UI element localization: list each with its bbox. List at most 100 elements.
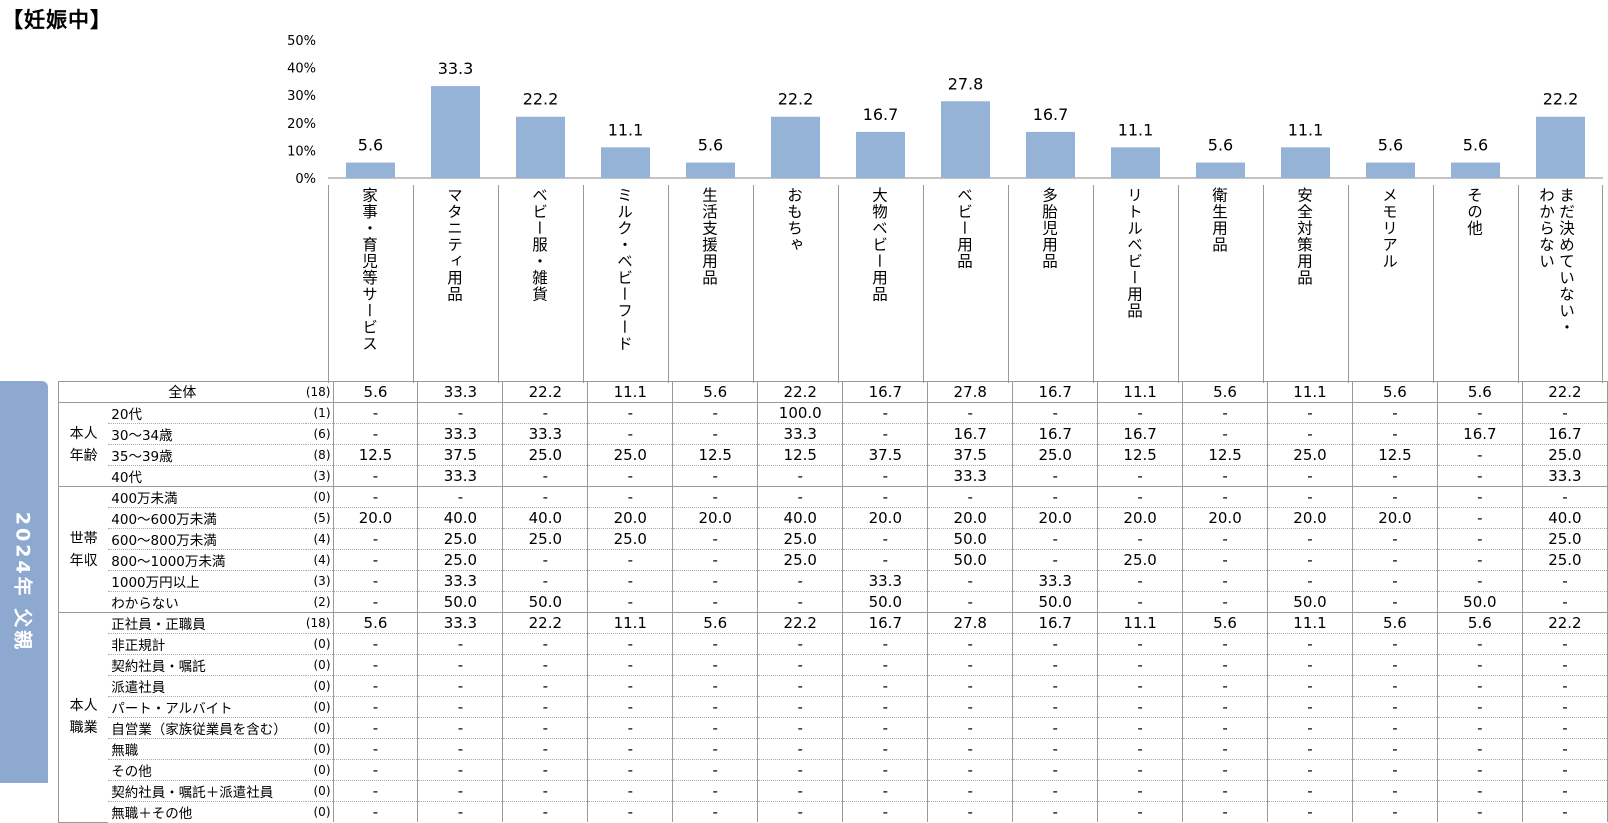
table-cell: 37.5: [927, 444, 1013, 466]
table-cell: -: [332, 591, 418, 613]
table-cell: -: [417, 717, 503, 739]
table-cell: -: [332, 549, 418, 571]
table-cell: -: [1097, 717, 1183, 739]
table-cell: -: [502, 465, 588, 487]
table-cell: 12.5: [332, 444, 418, 466]
table-cell: -: [587, 465, 673, 487]
table-cell: 33.3: [1521, 465, 1608, 487]
table-row: わからない (2) -50.0 50.0- - -50.0-50.0- -50.0-50.0…: [59, 591, 1608, 613]
table-cell: -: [842, 654, 928, 676]
bar: [686, 162, 735, 178]
table-cell: -: [502, 570, 588, 592]
table-cell: -: [502, 549, 588, 571]
table-cell: -: [417, 801, 503, 822]
side-label: 2024年 父親: [0, 381, 48, 783]
table-cell: -: [1097, 780, 1183, 802]
table-cell: -: [1351, 759, 1438, 781]
table-cell: 25.0: [587, 528, 673, 550]
table-cell: 25.0: [1521, 528, 1608, 550]
table-cell: -: [332, 633, 418, 655]
table-cell: -: [587, 801, 673, 822]
category-label-text: 大物ベビー用品: [870, 187, 888, 303]
category-label: リトルベビー用品: [1093, 185, 1178, 383]
table-cell: -: [1012, 801, 1098, 822]
table-cell: -: [927, 675, 1013, 697]
table-row: 派遣社員 (0) - - - - - - - - - - - - - - -: [59, 675, 1608, 697]
table-cell: -: [1351, 465, 1438, 487]
table-cell: -: [1267, 696, 1353, 718]
category-label: ベビー服・雑貨: [498, 185, 583, 383]
table-cell: 33.3: [417, 612, 503, 634]
table-cell: -: [1351, 780, 1438, 802]
bar-value-label: 16.7: [1033, 105, 1069, 124]
row-count: (3): [305, 465, 333, 487]
table-cell: -: [1012, 465, 1098, 487]
table-cell: -: [1521, 759, 1608, 781]
table-cell: -: [672, 780, 758, 802]
table-cell: 50.0: [417, 591, 503, 613]
page-title: 【妊娠中】: [2, 8, 112, 32]
table-cell: -: [1351, 738, 1438, 760]
table-cell: -: [1182, 780, 1268, 802]
row-count: (3): [305, 570, 333, 592]
table-cell: 20.0: [927, 507, 1013, 529]
row-count: (4): [305, 549, 333, 571]
table-cell: 16.7: [1012, 381, 1098, 403]
category-label: 安全対策用品: [1263, 185, 1348, 383]
table-cell: -: [1182, 570, 1268, 592]
category-label-text: ベビー服・雑貨: [530, 187, 548, 303]
row-count: (0): [305, 675, 333, 697]
table-cell: -: [1097, 801, 1183, 822]
bar: [1536, 116, 1585, 178]
table-cell: -: [672, 570, 758, 592]
table-cell: -: [1436, 570, 1523, 592]
bar: [1111, 147, 1160, 178]
table-cell: -: [1436, 507, 1523, 529]
table-cell: -: [927, 486, 1013, 508]
bar-chart: 0% 10% 20% 30% 40% 50% 5.6 33.3 22.2 11.1 5.6 22.2 1…: [287, 34, 1603, 185]
row-count: (0): [305, 738, 333, 760]
table-cell: -: [1436, 465, 1523, 487]
table-cell: 22.2: [1521, 612, 1608, 634]
table-cell: 11.1: [587, 612, 673, 634]
bar-value-label: 22.2: [1543, 90, 1579, 109]
row-label: 派遣社員: [108, 675, 306, 697]
table-cell: -: [1182, 759, 1268, 781]
table-cell: -: [1436, 696, 1523, 718]
table-cell: -: [502, 633, 588, 655]
table-cell: -: [587, 654, 673, 676]
table-cell: -: [1097, 591, 1183, 613]
table-cell: -: [1012, 759, 1098, 781]
row-label: 契約社員・嘱託＋派遣社員: [108, 780, 306, 802]
category-label: おもちゃ: [753, 185, 838, 383]
category-label: まだ決めていない・ わからない: [1518, 185, 1603, 383]
table-cell: 22.2: [757, 381, 843, 403]
table-cell: 25.0: [1521, 444, 1608, 466]
table-cell: -: [1012, 696, 1098, 718]
table-cell: 12.5: [1182, 444, 1268, 466]
table-cell: 20.0: [1267, 507, 1353, 529]
row-label: 無職＋その他: [108, 801, 306, 822]
table-cell: -: [1267, 633, 1353, 655]
table-cell: 12.5: [757, 444, 843, 466]
category-label-text: 家事・育児等サービス: [360, 187, 378, 352]
table-row: 本人 職業 正社員・正職員 (18) 5.6 33.3 22.2 11.1 5.6 22.2 16.…: [58, 612, 1608, 823]
table-cell: 22.2: [757, 612, 843, 634]
table-row: 世帯 年収 400万未満 (0) - - - - - - - - - - - - - - -: [58, 486, 1608, 613]
table-cell: 50.0: [1012, 591, 1098, 613]
row-label: 全体: [57, 381, 306, 403]
table-cell: 50.0: [1267, 591, 1353, 613]
table-cell: 25.0: [1097, 549, 1183, 571]
table-cell: -: [927, 654, 1013, 676]
row-count: (18): [305, 612, 333, 634]
table-cell: 25.0: [417, 549, 503, 571]
table-cell: -: [1182, 528, 1268, 550]
table-cell: -: [672, 423, 758, 445]
table-cell: -: [587, 549, 673, 571]
row-count: (0): [305, 486, 333, 508]
category-label: その他: [1433, 185, 1518, 383]
table-cell: 20.0: [1012, 507, 1098, 529]
table-cell: -: [332, 759, 418, 781]
category-label-text: リトルベビー用品: [1125, 187, 1143, 319]
table-cell: 25.0: [502, 528, 588, 550]
